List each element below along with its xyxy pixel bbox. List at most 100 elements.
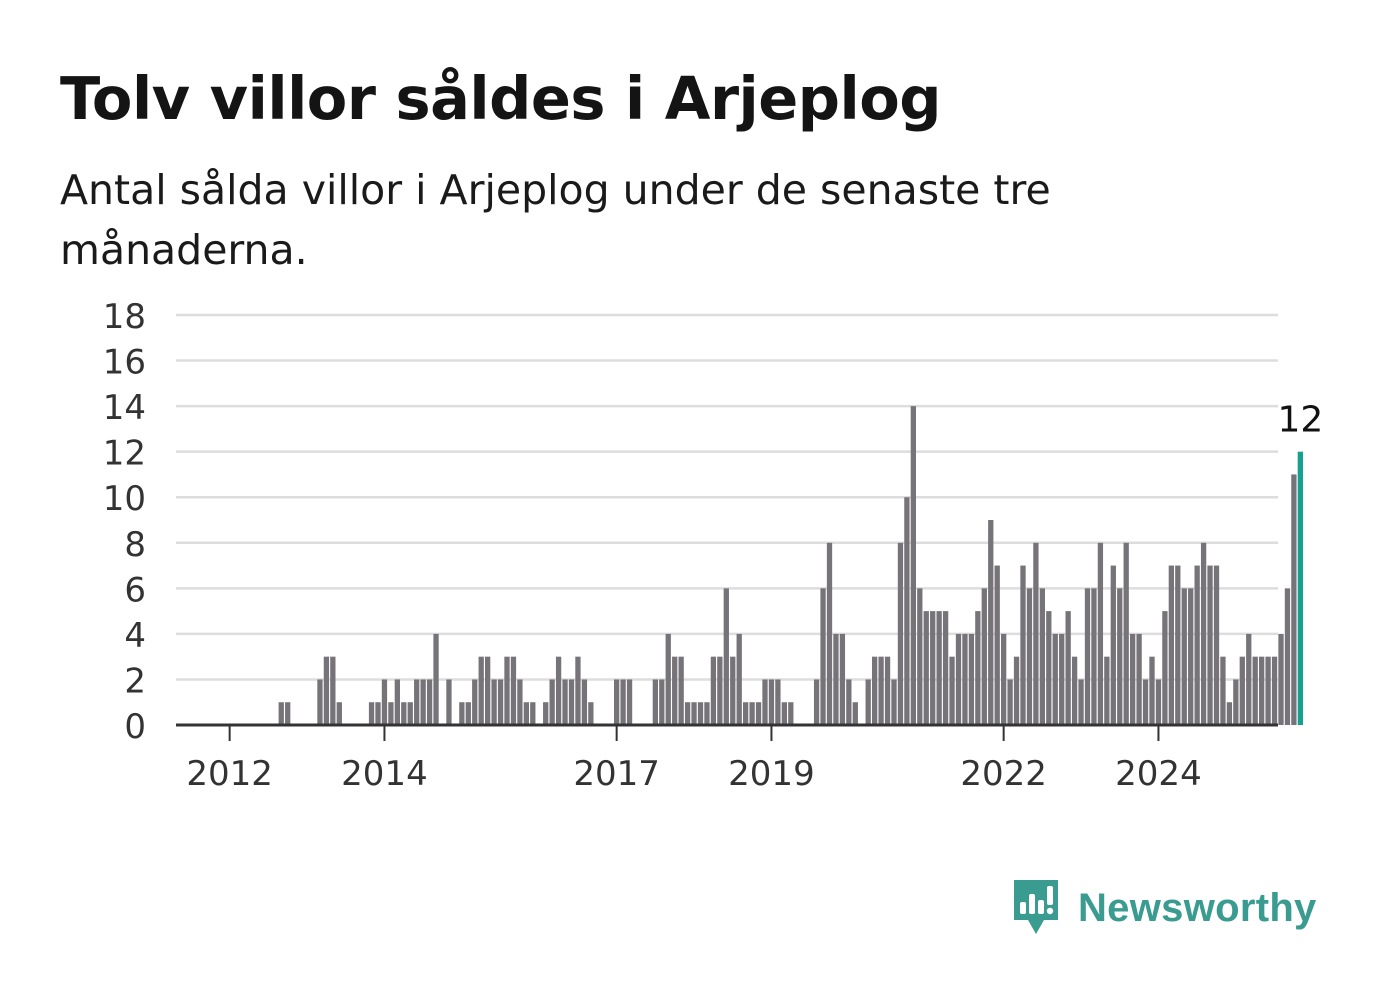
bar [478,656,484,725]
bar [1291,474,1297,725]
bar [1233,679,1239,725]
bar [833,633,839,725]
bar [375,702,381,725]
bar [497,679,504,725]
bar [1091,588,1097,725]
bars [278,406,1303,725]
bar [523,702,529,725]
chart-title: Tolv villor såldes i Arjeplog [60,64,942,133]
bar [446,679,452,725]
bar [878,656,884,725]
bar [614,679,620,725]
bar [368,702,375,725]
bar [620,679,626,725]
bar [1239,656,1245,725]
bar [485,656,491,725]
bar [626,679,633,725]
bar [459,702,465,725]
bar [659,679,665,725]
bar [962,633,968,725]
bar [846,679,852,725]
bar [665,633,671,725]
bar [1104,656,1110,725]
bar [472,679,478,725]
bar [1020,565,1026,725]
bar [781,702,787,725]
y-tick-label: 8 [124,525,146,565]
bar [549,679,555,725]
bar [891,679,897,725]
y-tick-label: 16 [103,343,146,383]
bar [426,679,433,725]
bar [336,702,342,725]
bar [1149,656,1155,725]
bar [504,656,510,725]
bar-chart: 0 2 4 6 8 10 12 14 16 18 2012 2014 2017 2019 2022 2024… [103,297,1324,794]
bar [852,702,858,725]
bar [975,611,981,725]
x-tick-label: 2024 [1115,754,1202,794]
bar [401,702,407,725]
y-tick-label: 14 [103,388,146,428]
bar-highlight [1297,451,1303,725]
bar [1013,656,1020,725]
bar [826,542,833,725]
brand-logo: Newsworthy [1010,876,1317,940]
bar [910,406,916,725]
bar [1220,656,1226,725]
brand-name: Newsworthy [1078,885,1317,930]
y-tick-label: 2 [124,661,146,701]
highlight-value-label: 12 [1277,400,1323,441]
y-tick-label: 0 [124,707,146,747]
bar [568,679,575,725]
bar [1001,633,1007,725]
bar [491,679,497,725]
bar [1033,542,1039,725]
bar [981,588,987,725]
bar [762,679,768,725]
bar [1123,542,1129,725]
bar [330,656,336,725]
bar [691,702,697,725]
bar [736,633,742,725]
x-tick-label: 2022 [960,754,1047,794]
bar [749,702,755,725]
bar [1059,633,1065,725]
bar [820,588,826,725]
bar [562,679,568,725]
bar [743,702,749,725]
bar [555,656,562,725]
y-tick-label: 10 [103,479,146,519]
bar [1078,679,1084,725]
bar [414,679,420,725]
bar [672,656,678,725]
bar [1046,611,1052,725]
bar [994,565,1000,725]
bar [872,656,878,725]
bar [723,588,729,725]
bar [1181,588,1187,725]
bar [323,656,330,725]
newsworthy-logo-icon [1014,880,1058,934]
y-axis-ticks: 0 2 4 6 8 10 12 14 16 18 [103,297,146,747]
bar [942,611,949,725]
bar [1039,588,1045,725]
bar [1259,656,1265,725]
bar [775,679,781,725]
bar [1226,702,1233,725]
bar [278,702,284,725]
bar [813,679,820,725]
bar [1265,656,1271,725]
bar [1278,633,1284,725]
bar [710,656,717,725]
x-tick-label: 2014 [341,754,428,794]
bar [543,702,549,725]
y-tick-label: 12 [103,434,146,474]
bar [839,633,846,725]
bar [897,542,904,725]
bar [1200,542,1207,725]
bar [1188,588,1194,725]
bar [1252,656,1258,725]
y-tick-label: 6 [124,570,146,610]
bar [968,633,975,725]
